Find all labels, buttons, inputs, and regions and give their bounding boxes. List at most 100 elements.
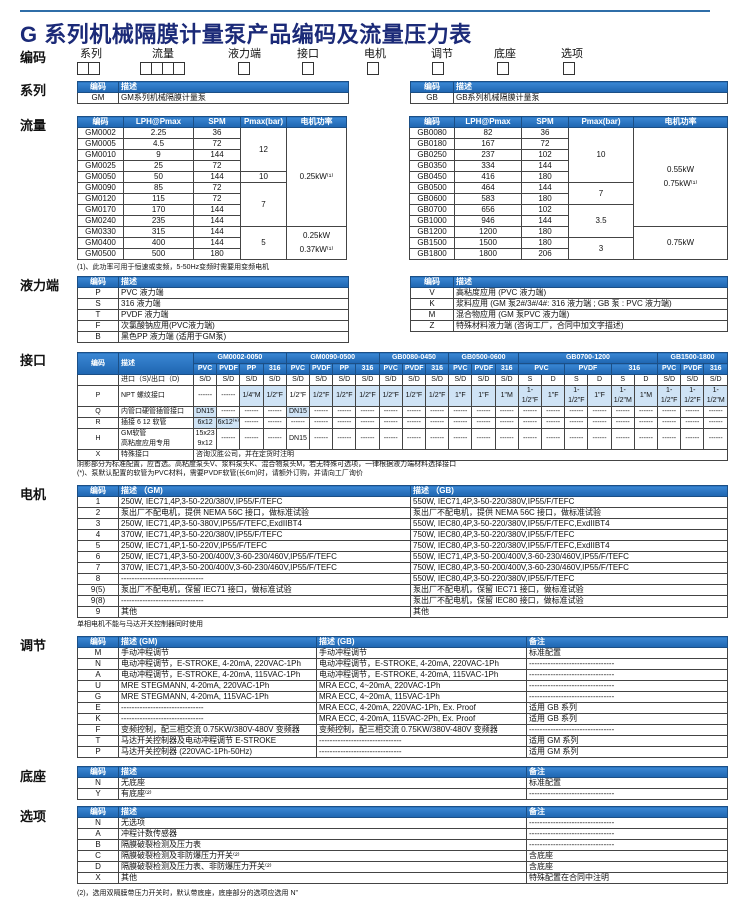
column-header: 描述: [453, 276, 728, 288]
table-cell: 416: [454, 171, 522, 183]
material-header: PVC: [378, 363, 403, 375]
table-cell: 144: [521, 215, 569, 227]
connection-cell: ------: [541, 428, 566, 450]
code-input-box[interactable]: [432, 62, 444, 75]
table-row: 7 370W, IEC71,4P,3-50-200/400V,3-60-230/4…: [77, 562, 728, 574]
table-cell: GM系列机械隔膜计量泵: [118, 92, 349, 104]
table-cell: 手动冲程调节: [316, 647, 527, 659]
table-cell: 黑色PP 液力端 (适用于GM泵): [118, 331, 349, 343]
table-cell: 马达开关控制器 (220VAC-1Ph-50Hz): [118, 746, 317, 758]
connection-cell: ------: [587, 406, 612, 418]
connection-cell: 1/2"F: [355, 385, 380, 407]
liquid-end-table-right: 编码 描述 V 高粘度应用 (PVC 液力端) K 浆料应用 (GM 泵2#/3#/4#:…: [410, 276, 728, 332]
table-cell: --------------------------------: [526, 828, 728, 840]
header-row-materials: PVC PVDF PP 316 PVC PVDF PP 316 PVC PVDF 316 PVC PVD…: [78, 363, 728, 375]
table-cell: GM0010: [77, 149, 124, 161]
material-header: PVC: [448, 363, 473, 375]
table-cell: GM0330: [77, 226, 124, 238]
table-cell: A: [77, 828, 119, 840]
code-field-boxes: [77, 62, 100, 75]
column-header: 电机功率: [633, 116, 728, 128]
table-row: GM0120 115 72: [77, 193, 347, 205]
table-row: X 特殊接口 咨询汉胜公司，并在定货时注明: [77, 449, 728, 461]
connection-cell: ------: [262, 417, 287, 429]
model-group-header: GB1500-1800: [657, 352, 728, 364]
table-cell: 102: [521, 149, 569, 161]
connection-cell: ------: [633, 406, 659, 418]
table-cell: PVC 液力端: [118, 287, 349, 299]
table-cell: 次氯酸钠应用(PVC液力端): [118, 320, 349, 332]
connection-cell: S: [564, 374, 589, 386]
material-header: PVC: [192, 363, 218, 375]
table-cell: M: [410, 309, 454, 321]
connection-cell: S/D: [378, 374, 403, 386]
connection-cell: ------: [610, 428, 635, 450]
table-cell: GB0350: [409, 160, 455, 172]
model-group-header: GB0700-1200: [517, 352, 659, 364]
table-cell: 含底座: [526, 861, 728, 873]
table-row: GB1800 1800 206: [409, 248, 728, 260]
connection-desc: NPT 螺纹接口: [118, 385, 194, 407]
code-field-boxes: [497, 62, 509, 75]
code-input-box[interactable]: [563, 62, 575, 75]
header-row: 编码 描述: [77, 81, 349, 93]
connection-note-2: (*)、泵默认配置的软管为PVC材料，需要PVDF软管(长6m)时，请额外订购，…: [77, 470, 363, 477]
table-cell: GM0120: [77, 193, 124, 205]
connection-cell: DN15: [285, 406, 311, 418]
code-input-box[interactable]: [238, 62, 250, 75]
table-row: K ------------------------------- MRA ECC,…: [77, 713, 728, 725]
table-cell: MRE STEGMANN, 4-20mA, 220VAC-1Ph: [118, 680, 317, 692]
code-input-box[interactable]: [88, 62, 100, 75]
table-row: GM0090 85 72 7: [77, 182, 347, 227]
table-cell: G: [77, 691, 119, 703]
code-input-box[interactable]: [367, 62, 379, 75]
table-row: T 马达开关控制器及电动冲程调节 E-STROKE ----------------…: [77, 735, 728, 747]
table-cell: GM0005: [77, 138, 124, 150]
connection-cell: ------: [216, 428, 241, 450]
column-header: 描述 （GB): [410, 485, 728, 497]
motor-power-value: 0.25kW⁽¹⁾: [299, 172, 334, 181]
connection-cell: S: [610, 374, 635, 386]
table-cell: 144: [521, 160, 569, 172]
code-field-boxes: [432, 62, 444, 75]
connection-cell: 1/4"M: [239, 385, 264, 407]
connection-cell: ------: [332, 428, 357, 450]
table-cell: 115: [123, 193, 194, 205]
connection-cell: S/D: [309, 374, 334, 386]
table-row: GM0500 500 180: [77, 248, 347, 260]
motor-power-cell: 0.75kW: [633, 226, 728, 260]
table-cell: GB0250: [409, 149, 455, 161]
table-cell: 4.5: [123, 138, 194, 150]
table-cell: 180: [521, 193, 569, 205]
table-cell: 1500: [454, 237, 522, 249]
table-cell: 适用 GM 系列: [526, 735, 728, 747]
table-cell: 其他: [118, 606, 411, 618]
material-header: PVDF: [564, 363, 612, 375]
connection-cell: ------: [517, 417, 543, 429]
code-input-box[interactable]: [302, 62, 314, 75]
code-field-label: 底座: [494, 48, 516, 60]
connection-cell: ------: [703, 417, 728, 429]
code-input-box[interactable]: [497, 62, 509, 75]
table-cell: 特殊材料液力端 (咨询工厂，合同中加文字描述): [453, 320, 728, 332]
table-cell: 变频控制，配三相交流 0.75KW/380V-480V 变频器: [118, 724, 317, 736]
connection-cell: S/D: [355, 374, 380, 386]
table-row: GM0050 50 144 10: [77, 171, 347, 183]
connection-cell: ------: [425, 417, 450, 429]
table-cell: 144: [193, 171, 241, 183]
series-table-gm: 编码 描述 GM GM系列机械隔膜计量泵: [77, 81, 349, 104]
table-cell: 72: [193, 193, 241, 205]
code-input-box[interactable]: [173, 62, 185, 75]
table-row: P PVC 液力端: [77, 287, 349, 299]
connection-cell: ------: [494, 428, 519, 450]
connection-cell: 1-1/2"M: [703, 385, 728, 407]
material-header: 316: [494, 363, 519, 375]
table-cell: 36: [521, 127, 569, 139]
connection-cell: D: [541, 374, 566, 386]
liquid-end-table-left: 编码 描述 P PVC 液力端 S 316 液力端 T PVDF 液力端 F 次氯酸钠应用(PVC…: [77, 276, 349, 343]
table-cell: N: [77, 658, 119, 670]
table-cell: B: [77, 331, 119, 343]
table-cell: MRA ECC, 4~20mA, 115VAC-1Ph: [316, 691, 527, 703]
motor-note: 单相电机不能与马达开关控制器同时使用: [77, 621, 203, 628]
table-cell: 235: [123, 215, 194, 227]
